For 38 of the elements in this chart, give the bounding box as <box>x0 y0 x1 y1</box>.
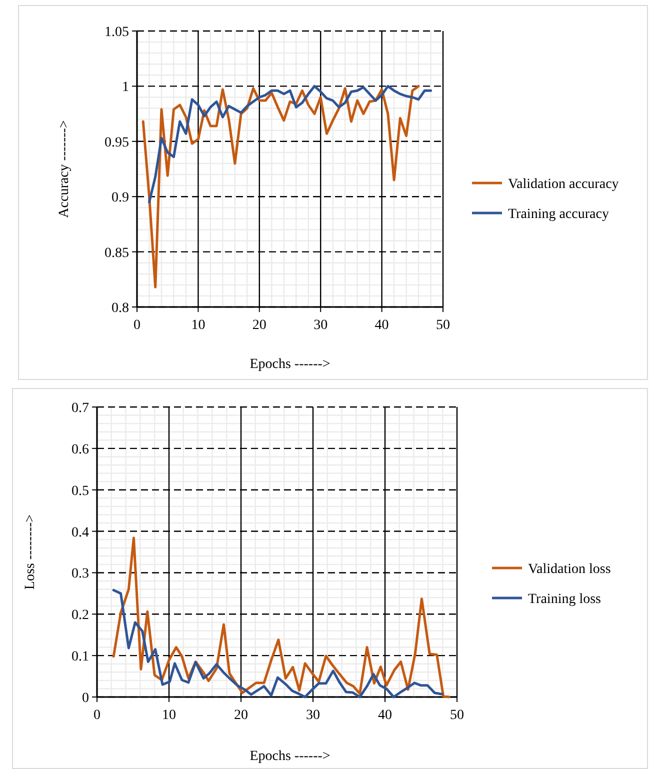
y-tick-label: 0.7 <box>72 401 89 416</box>
y-tick-label: 0.6 <box>72 442 89 458</box>
x-tick-label: 40 <box>374 318 389 333</box>
y-tick-label: 0.3 <box>72 566 89 582</box>
x-tick-label: 20 <box>234 708 248 723</box>
x-tick-label: 50 <box>450 708 464 723</box>
y-tick-label: 0.9 <box>112 190 129 206</box>
line-series <box>112 536 450 698</box>
x-tick-label: 40 <box>378 708 392 723</box>
y-axis-title: Accuracy -------> <box>57 120 72 218</box>
x-tick-label: 10 <box>191 318 206 333</box>
y-tick-label: 0.2 <box>72 608 89 624</box>
y-tick-label: 0.5 <box>72 484 89 499</box>
x-tick-label: 20 <box>252 318 266 333</box>
y-tick-label: 1.05 <box>104 25 129 40</box>
y-tick-label: 1 <box>122 80 129 96</box>
line-series <box>148 84 432 204</box>
x-tick-label: 0 <box>94 708 100 723</box>
x-axis-title: Epochs ------> <box>250 749 330 764</box>
x-axis-title: Epochs ------> <box>250 357 330 372</box>
y-tick-label: 0.95 <box>104 135 129 150</box>
x-tick-label: 10 <box>162 708 176 723</box>
x-tick-label: 50 <box>436 318 450 333</box>
y-tick-label: 0.4 <box>72 525 89 540</box>
x-tick-label: 30 <box>314 318 328 333</box>
x-tick-label: 0 <box>134 318 140 333</box>
legend-label: Validation loss <box>528 562 611 577</box>
legend-label: Training accuracy <box>508 207 609 222</box>
x-tick-label: 30 <box>306 708 320 723</box>
y-tick-label: 0.85 <box>104 246 129 261</box>
y-tick-label: 0.8 <box>112 301 129 316</box>
y-tick-label: 0.1 <box>72 650 89 665</box>
line-series <box>112 588 444 698</box>
legend-label: Validation accuracy <box>508 177 619 192</box>
y-axis-title: Loss --------> <box>23 514 38 590</box>
line-series <box>142 84 420 288</box>
legend-label: Training loss <box>528 592 602 607</box>
y-tick-label: 0 <box>82 691 89 706</box>
